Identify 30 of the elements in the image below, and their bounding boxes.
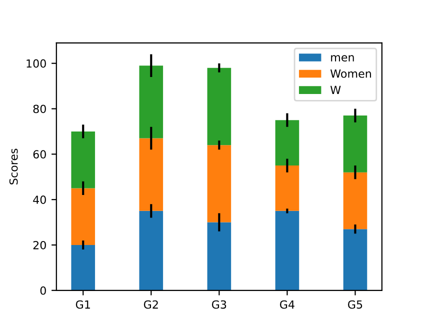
x-tick-label: G1 [76, 300, 90, 309]
bar [207, 68, 232, 146]
y-axis-title: Scores [9, 148, 18, 184]
bar [71, 188, 96, 245]
y-tick-label: 20 [33, 240, 46, 250]
bar [139, 210, 164, 290]
bar [71, 244, 96, 290]
y-tick-label: 60 [33, 150, 46, 159]
x-tick-label: G2 [144, 300, 158, 309]
legend-label: men [331, 55, 354, 62]
bar [275, 166, 300, 211]
x-tick-label: G4 [280, 300, 294, 309]
legend-label: W [330, 86, 341, 94]
x-tick-label: G3 [212, 300, 226, 309]
bar [343, 116, 368, 172]
bar [207, 145, 232, 222]
bar [343, 229, 368, 290]
bar [343, 172, 368, 230]
y-tick-label: 0 [40, 286, 46, 295]
bar [275, 120, 300, 166]
legend-label: Women [330, 70, 371, 78]
bar [275, 210, 300, 290]
y-tick-label: 100 [26, 59, 46, 68]
y-tick-label: 80 [33, 104, 46, 114]
bar [139, 138, 164, 211]
bar [207, 222, 232, 290]
bar [71, 131, 96, 188]
x-tick-label: G5 [348, 300, 362, 309]
bar [139, 66, 164, 138]
y-tick-label: 40 [33, 196, 46, 204]
